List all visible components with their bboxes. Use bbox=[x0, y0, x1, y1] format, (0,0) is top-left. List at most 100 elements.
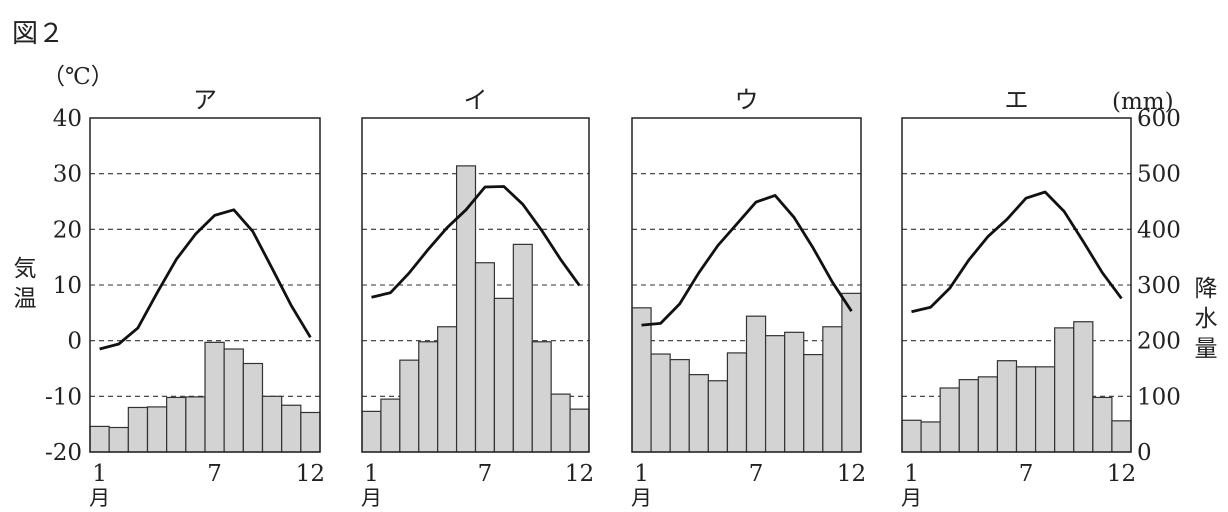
left-axis-label: 気温 bbox=[14, 256, 37, 312]
precipitation-bar bbox=[569, 408, 590, 453]
precipitation-bar bbox=[688, 374, 709, 453]
precipitation-bar bbox=[242, 362, 264, 453]
temperature-line bbox=[641, 193, 853, 327]
precipitation-bar bbox=[650, 353, 671, 453]
panel-frame bbox=[361, 117, 590, 453]
panel-frame bbox=[901, 117, 1132, 453]
precipitation-bar bbox=[223, 348, 244, 453]
y-tick-label-left: -10 bbox=[45, 384, 82, 410]
month-label: 月 bbox=[89, 486, 110, 510]
precipitation-bar bbox=[822, 326, 843, 453]
x-tick-label: 12 bbox=[296, 461, 325, 487]
left-axis-label-char: 温 bbox=[14, 286, 37, 312]
precipitation-bar bbox=[1054, 327, 1075, 453]
right-unit-label: (mm) bbox=[1112, 89, 1174, 115]
y-tick-label-left: 10 bbox=[53, 273, 82, 299]
y-tick-label-right: 500 bbox=[1137, 162, 1181, 188]
month-label: 月 bbox=[631, 486, 652, 510]
x-tick-label: 7 bbox=[207, 461, 222, 487]
y-tick-label-right: 200 bbox=[1137, 329, 1181, 355]
precipitation-bar bbox=[204, 341, 225, 453]
precipitation-bar bbox=[745, 315, 767, 453]
precipitation-bar bbox=[726, 352, 748, 453]
x-tick-label: 7 bbox=[749, 461, 764, 487]
month-label: 月 bbox=[361, 486, 382, 510]
precipitation-bar bbox=[437, 326, 458, 453]
figure-label: 図２ bbox=[12, 19, 64, 49]
precipitation-bar bbox=[418, 341, 439, 453]
y-tick-label-right: 600 bbox=[1137, 106, 1181, 132]
y-tick-label-right: 0 bbox=[1137, 440, 1152, 466]
precipitation-bar bbox=[361, 410, 382, 453]
x-tick-label: 1 bbox=[92, 461, 107, 487]
precipitation-bar bbox=[281, 404, 302, 453]
precipitation-bar bbox=[764, 335, 786, 453]
y-tick-label-left: 40 bbox=[53, 106, 82, 132]
precipitation-bar bbox=[512, 243, 533, 453]
precipitation-bar bbox=[901, 419, 922, 453]
precipitation-bar bbox=[707, 380, 729, 453]
x-tick-label: 1 bbox=[904, 461, 919, 487]
precipitation-bar bbox=[531, 341, 552, 453]
x-tick-label: 12 bbox=[837, 461, 866, 487]
x-tick-label: 7 bbox=[478, 461, 493, 487]
precipitation-bar bbox=[977, 376, 999, 453]
right-axis-label: 降水量 bbox=[1195, 276, 1218, 362]
precipitation-bar bbox=[784, 331, 805, 453]
climate-panel: イ 1 7 12 月 bbox=[361, 86, 594, 510]
precipitation-bar bbox=[1034, 366, 1056, 453]
precipitation-bar bbox=[185, 396, 206, 453]
panel-frame bbox=[89, 117, 321, 453]
left-unit-label: （℃） bbox=[42, 64, 114, 90]
precipitation-bar bbox=[108, 426, 129, 453]
panel-frame bbox=[631, 117, 862, 453]
x-tick-label: 1 bbox=[634, 461, 649, 487]
panel-title: イ bbox=[464, 86, 488, 114]
y-tick-label-left: 30 bbox=[53, 162, 82, 188]
y-tick-label-left: -20 bbox=[45, 440, 82, 466]
precipitation-bar bbox=[166, 396, 187, 453]
precipitation-bar bbox=[803, 353, 824, 453]
temperature-line bbox=[99, 208, 312, 351]
precipitation-bar bbox=[1111, 420, 1132, 453]
climate-panel: エ 1 7 12 月 600 500 400 300 200 100 0 bbox=[901, 86, 1181, 510]
precipitation-bar bbox=[669, 358, 690, 453]
panel-title: エ bbox=[1005, 86, 1029, 114]
panel-title: ウ bbox=[735, 86, 759, 114]
precipitation-bar bbox=[996, 360, 1018, 453]
y-tick-label-left: 0 bbox=[67, 329, 82, 355]
right-axis-label-char: 量 bbox=[1195, 336, 1218, 362]
climate-panel: ア 1 7 12 月 40 30 20 10 0 -10 -20 bbox=[45, 86, 325, 510]
precipitation-bar bbox=[127, 406, 149, 453]
x-tick-label: 12 bbox=[1107, 461, 1136, 487]
precipitation-bar bbox=[920, 421, 941, 453]
precipitation-bar bbox=[261, 395, 283, 453]
precipitation-bar bbox=[493, 297, 514, 453]
temperature-line bbox=[371, 185, 581, 299]
x-tick-label: 7 bbox=[1019, 461, 1034, 487]
precipitation-bar bbox=[841, 292, 862, 453]
y-tick-label-left: 20 bbox=[53, 217, 82, 243]
right-axis-label-char: 降 bbox=[1195, 276, 1218, 302]
precipitation-bar bbox=[399, 359, 420, 453]
precipitation-bar bbox=[939, 387, 960, 453]
right-axis-label-char: 水 bbox=[1195, 306, 1218, 332]
precipitation-bar bbox=[958, 379, 979, 453]
precipitation-bar bbox=[1092, 396, 1113, 453]
y-tick-label-right: 100 bbox=[1137, 384, 1181, 410]
precipitation-bar bbox=[631, 307, 652, 453]
y-tick-label-right: 400 bbox=[1137, 217, 1181, 243]
x-tick-label: 12 bbox=[565, 461, 594, 487]
left-axis-label-char: 気 bbox=[14, 256, 37, 282]
precipitation-bar bbox=[550, 393, 571, 453]
precipitation-bar bbox=[474, 262, 496, 453]
month-label: 月 bbox=[901, 486, 922, 510]
precipitation-bar bbox=[146, 406, 168, 453]
precipitation-bar bbox=[89, 425, 110, 453]
precipitation-bar bbox=[380, 398, 401, 453]
climate-panel: ウ 1 7 12 月 bbox=[631, 86, 866, 510]
panel-title: ア bbox=[193, 86, 217, 114]
precipitation-bar bbox=[300, 411, 321, 453]
temperature-line bbox=[911, 190, 1123, 314]
